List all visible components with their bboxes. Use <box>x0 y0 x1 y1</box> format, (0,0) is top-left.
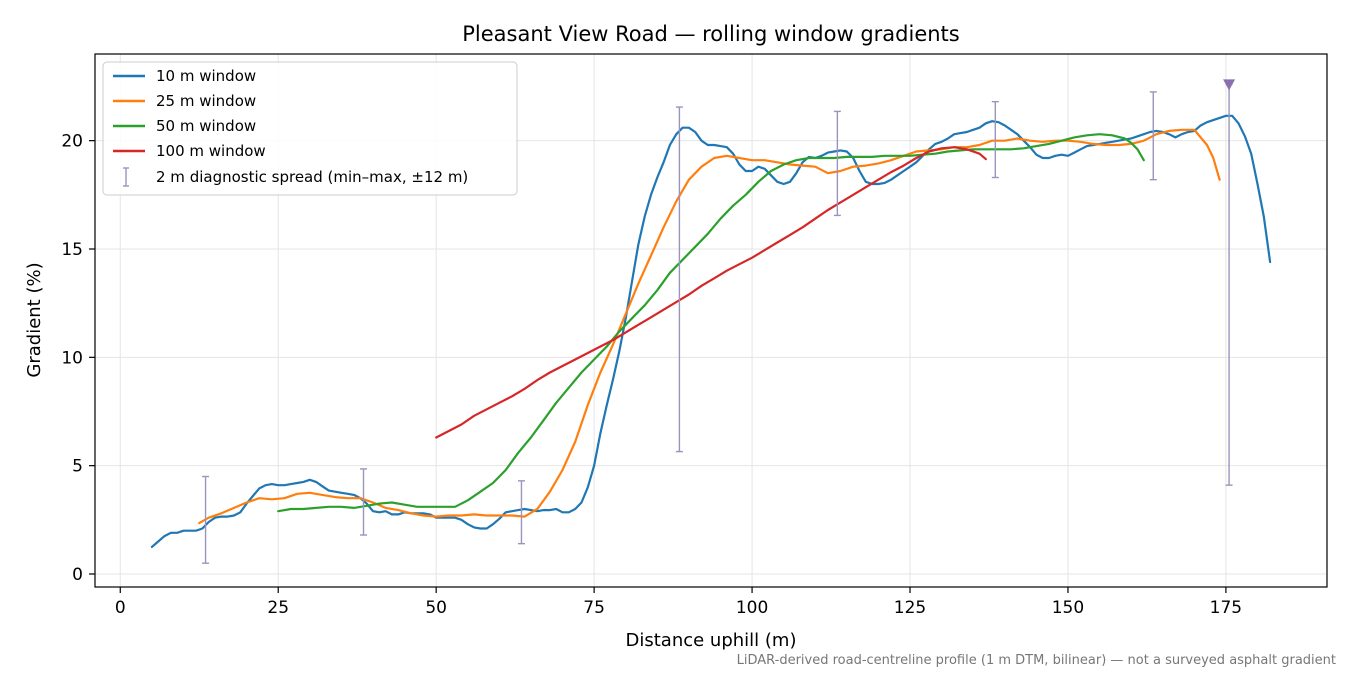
peak-marker <box>1223 79 1236 91</box>
legend-swatch-diagnostic <box>123 167 129 187</box>
diagnostic-errorbar <box>991 100 999 179</box>
y-tick-label: 0 <box>72 565 83 585</box>
diagnostic-errorbar <box>1225 83 1233 486</box>
tick-layer: 0 25 50 75 100 125 150 175 0 5 10 15 20 <box>61 132 1242 618</box>
x-tick-label: 150 <box>1052 598 1084 618</box>
series-line-10-m-window <box>150 114 1272 548</box>
legend-label-50m: 50 m window <box>156 117 256 135</box>
x-tick-label: 125 <box>894 598 926 618</box>
diagnostic-errorbar <box>833 110 841 217</box>
diagnostic-errorbar <box>202 475 210 564</box>
legend: 10 m window 25 m window 50 m window 100 … <box>102 61 518 196</box>
x-axis-title: Distance uphill (m) <box>626 630 797 651</box>
x-tick-label: 50 <box>425 598 447 618</box>
y-tick-label: 15 <box>61 240 83 260</box>
chart-title: Pleasant View Road — rolling window grad… <box>462 22 959 46</box>
x-tick-label: 0 <box>115 598 126 618</box>
series-line-50-m-window <box>277 133 1145 513</box>
y-tick-label: 5 <box>72 457 83 477</box>
x-tick-label: 75 <box>583 598 605 618</box>
diagnostic-errorbar <box>675 106 683 453</box>
legend-label-100m: 100 m window <box>156 142 266 160</box>
x-tick-label: 100 <box>736 598 768 618</box>
footnote: LiDAR-derived road-centreline profile (1… <box>737 653 1336 668</box>
legend-label-10m: 10 m window <box>156 67 256 85</box>
y-tick-label: 10 <box>61 348 83 368</box>
diagnostic-errorbar <box>1149 91 1157 181</box>
y-tick-label: 20 <box>61 132 83 152</box>
plot-frame <box>94 53 1328 588</box>
y-axis-title: Gradient (%) <box>24 262 45 377</box>
legend-label-25m: 25 m window <box>156 92 256 110</box>
x-tick-label: 25 <box>267 598 289 618</box>
legend-label-diagnostic: 2 m diagnostic spread (min–max, ±12 m) <box>156 168 468 186</box>
legend-box <box>102 61 518 196</box>
series-line-100-m-window <box>435 146 987 439</box>
diagnostic-layer <box>202 79 1236 564</box>
diagnostic-errorbar <box>360 468 368 536</box>
diagnostic-errorbar <box>517 480 525 545</box>
x-tick-label: 175 <box>1210 598 1242 618</box>
series-layer <box>150 114 1272 548</box>
